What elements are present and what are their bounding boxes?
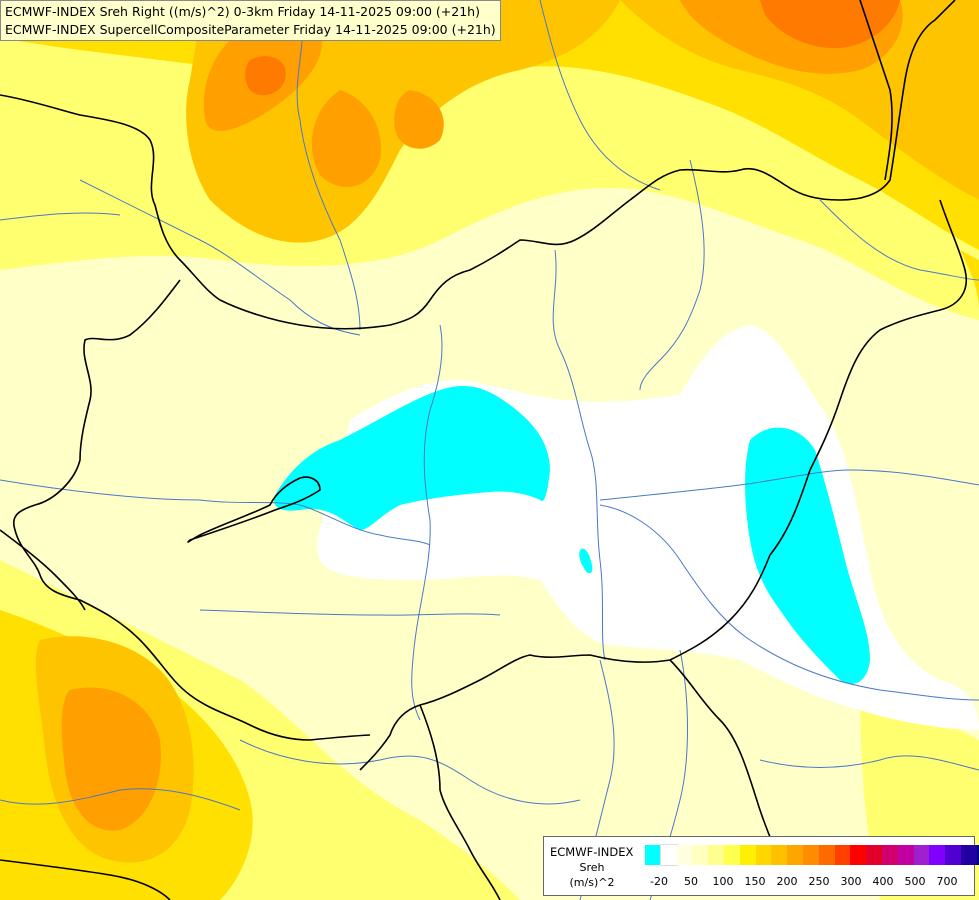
legend-swatch — [866, 845, 882, 865]
legend-tick-label: 700 — [936, 875, 958, 888]
legend-swatch — [771, 845, 788, 865]
legend-tick-label: -20 — [650, 875, 668, 888]
legend-swatch — [692, 845, 709, 865]
border-east — [359, 199, 967, 771]
legend-tick-label: 300 — [840, 875, 862, 888]
legend-ticks: -20 50 100 150 200 250 300 400 500 700 — [645, 875, 975, 889]
border-south — [419, 704, 501, 900]
legend-swatch — [708, 845, 724, 865]
legend-tick-label: 400 — [872, 875, 894, 888]
map-title-box: ECMWF-INDEX Sreh Right ((m/s)^2) 0-3km F… — [0, 0, 501, 41]
title-line-1: ECMWF-INDEX Sreh Right ((m/s)^2) 0-3km F… — [5, 4, 480, 19]
legend-swatch — [897, 845, 914, 865]
legend-tick-label: 50 — [684, 875, 698, 888]
legend-swatch — [913, 845, 930, 865]
border-north — [0, 0, 956, 330]
border-west — [13, 279, 371, 741]
legend-swatch — [976, 845, 979, 865]
legend-swatches — [645, 844, 979, 866]
legend-tick-label: 100 — [712, 875, 734, 888]
legend-swatch — [960, 845, 977, 865]
legend-swatch — [755, 845, 772, 865]
legend-swatch — [659, 844, 678, 866]
legend-variable: Sreh — [579, 861, 605, 874]
border-southwest — [0, 529, 86, 611]
border-lake — [187, 476, 321, 543]
legend-swatch — [818, 845, 835, 865]
legend-swatch — [676, 845, 693, 865]
srh-cyan-zones — [274, 385, 870, 684]
legend-swatch — [802, 845, 819, 865]
srh-red-orange-zones — [245, 0, 900, 96]
border-ne-inner — [859, 0, 893, 181]
legend-swatch — [834, 845, 851, 865]
legend-swatch — [739, 845, 756, 865]
legend-swatch — [881, 845, 898, 865]
legend-tick-label: 500 — [904, 875, 926, 888]
legend-swatch — [723, 845, 740, 865]
legend-swatch — [645, 845, 661, 865]
title-line-2: ECMWF-INDEX SupercellCompositeParameter … — [5, 22, 496, 37]
legend-swatch — [929, 845, 946, 865]
legend-swatch — [945, 845, 961, 865]
legend-tick-label: 150 — [744, 875, 766, 888]
color-legend: ECMWF-INDEX Sreh (m/s)^2 -20 50 100 150 200 2… — [543, 836, 979, 896]
legend-unit: (m/s)^2 — [569, 876, 615, 889]
legend-swatch — [787, 845, 803, 865]
border-far-south — [0, 859, 171, 900]
legend-tick-label: 250 — [808, 875, 830, 888]
legend-swatch — [850, 845, 867, 865]
legend-tick-label: 200 — [776, 875, 798, 888]
legend-title: ECMWF-INDEX — [550, 845, 634, 859]
